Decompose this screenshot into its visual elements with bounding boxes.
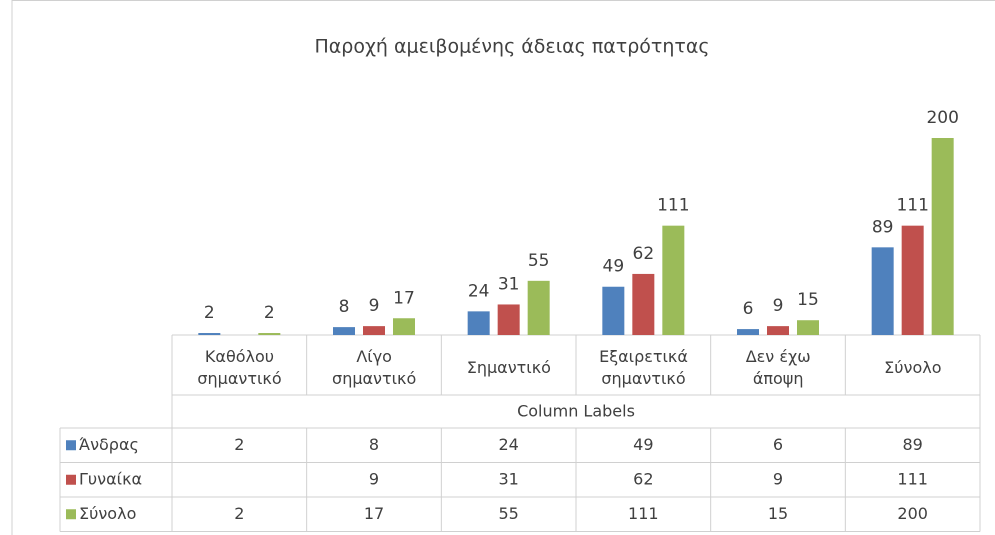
category-cell: Λίγο σημαντικό (307, 340, 442, 395)
data-label: 2 (264, 303, 275, 323)
table-value: 89 (902, 435, 922, 454)
table-value: 200 (897, 504, 928, 523)
data-label: 8 (339, 297, 350, 317)
data-label: 200 (926, 108, 958, 128)
x-tick-label: Σημαντικό (466, 357, 551, 377)
data-label: 9 (369, 296, 380, 316)
table-value: 111 (897, 469, 928, 488)
data-label: 15 (797, 290, 819, 310)
data-label: 9 (773, 296, 784, 316)
x-axis-label: Column Labels (517, 402, 635, 421)
category-cell: Καθόλου σημαντικό (172, 340, 307, 395)
data-label: 49 (603, 257, 625, 277)
bar (363, 326, 385, 335)
table-value: 6 (773, 435, 783, 454)
data-label: 111 (657, 196, 689, 216)
category-cell: Δεν έχω άποψη (711, 340, 846, 395)
table-value: 9 (369, 469, 379, 488)
bar (871, 247, 894, 335)
bar (198, 333, 221, 335)
bar (737, 329, 759, 335)
x-tick-label: Σύνολο (884, 357, 942, 377)
bar (632, 273, 655, 335)
bar (333, 327, 355, 335)
data-label: 31 (498, 274, 520, 294)
legend-label: Γυναίκα (79, 469, 142, 488)
bar (662, 225, 685, 335)
bar (931, 138, 954, 335)
legend-label: Σύνολο (79, 504, 136, 523)
data-label: 111 (896, 196, 928, 216)
bar (797, 320, 819, 335)
data-label: 62 (633, 244, 655, 264)
table-value: 111 (628, 504, 659, 523)
table-value: 24 (498, 435, 518, 454)
table-value: 2 (234, 435, 244, 454)
data-label: 89 (872, 217, 894, 237)
table-value: 8 (369, 435, 379, 454)
bar (467, 311, 490, 335)
bar (901, 225, 924, 335)
legend-swatch (66, 440, 76, 451)
table-value: 15 (768, 504, 788, 523)
table-value: 9 (773, 469, 783, 488)
data-label: 2 (204, 303, 215, 323)
data-label: 17 (393, 288, 415, 308)
bar (258, 333, 281, 335)
bar (393, 318, 415, 335)
data-label: 6 (743, 299, 754, 319)
table-value: 31 (498, 469, 518, 488)
bar (602, 286, 625, 335)
table-value: 49 (633, 435, 653, 454)
table-value: 62 (633, 469, 653, 488)
category-cell: Σύνολο (845, 340, 980, 395)
x-tick-label: Δεν έχω άποψη (745, 346, 811, 388)
category-cell: Εξαιρετικά σημαντικό (576, 340, 711, 395)
x-tick-label: Εξαιρετικά σημαντικό (599, 346, 688, 388)
bar (497, 304, 520, 335)
chart-title: Παροχή αμειβομένης άδειας πατρότητας (314, 36, 709, 58)
bar (767, 326, 789, 335)
data-label: 24 (468, 281, 490, 301)
x-tick-label: Λίγο σημαντικό (332, 346, 417, 388)
x-tick-label: Καθόλου σημαντικό (197, 346, 282, 388)
legend-label: Άνδρας (79, 435, 139, 454)
data-label: 55 (528, 251, 550, 271)
table-value: 55 (498, 504, 518, 523)
bar (527, 280, 550, 335)
legend-swatch (66, 474, 76, 485)
table-value: 17 (364, 504, 384, 523)
legend-swatch (66, 509, 76, 520)
category-cell: Σημαντικό (441, 340, 576, 395)
table-value: 2 (234, 504, 244, 523)
